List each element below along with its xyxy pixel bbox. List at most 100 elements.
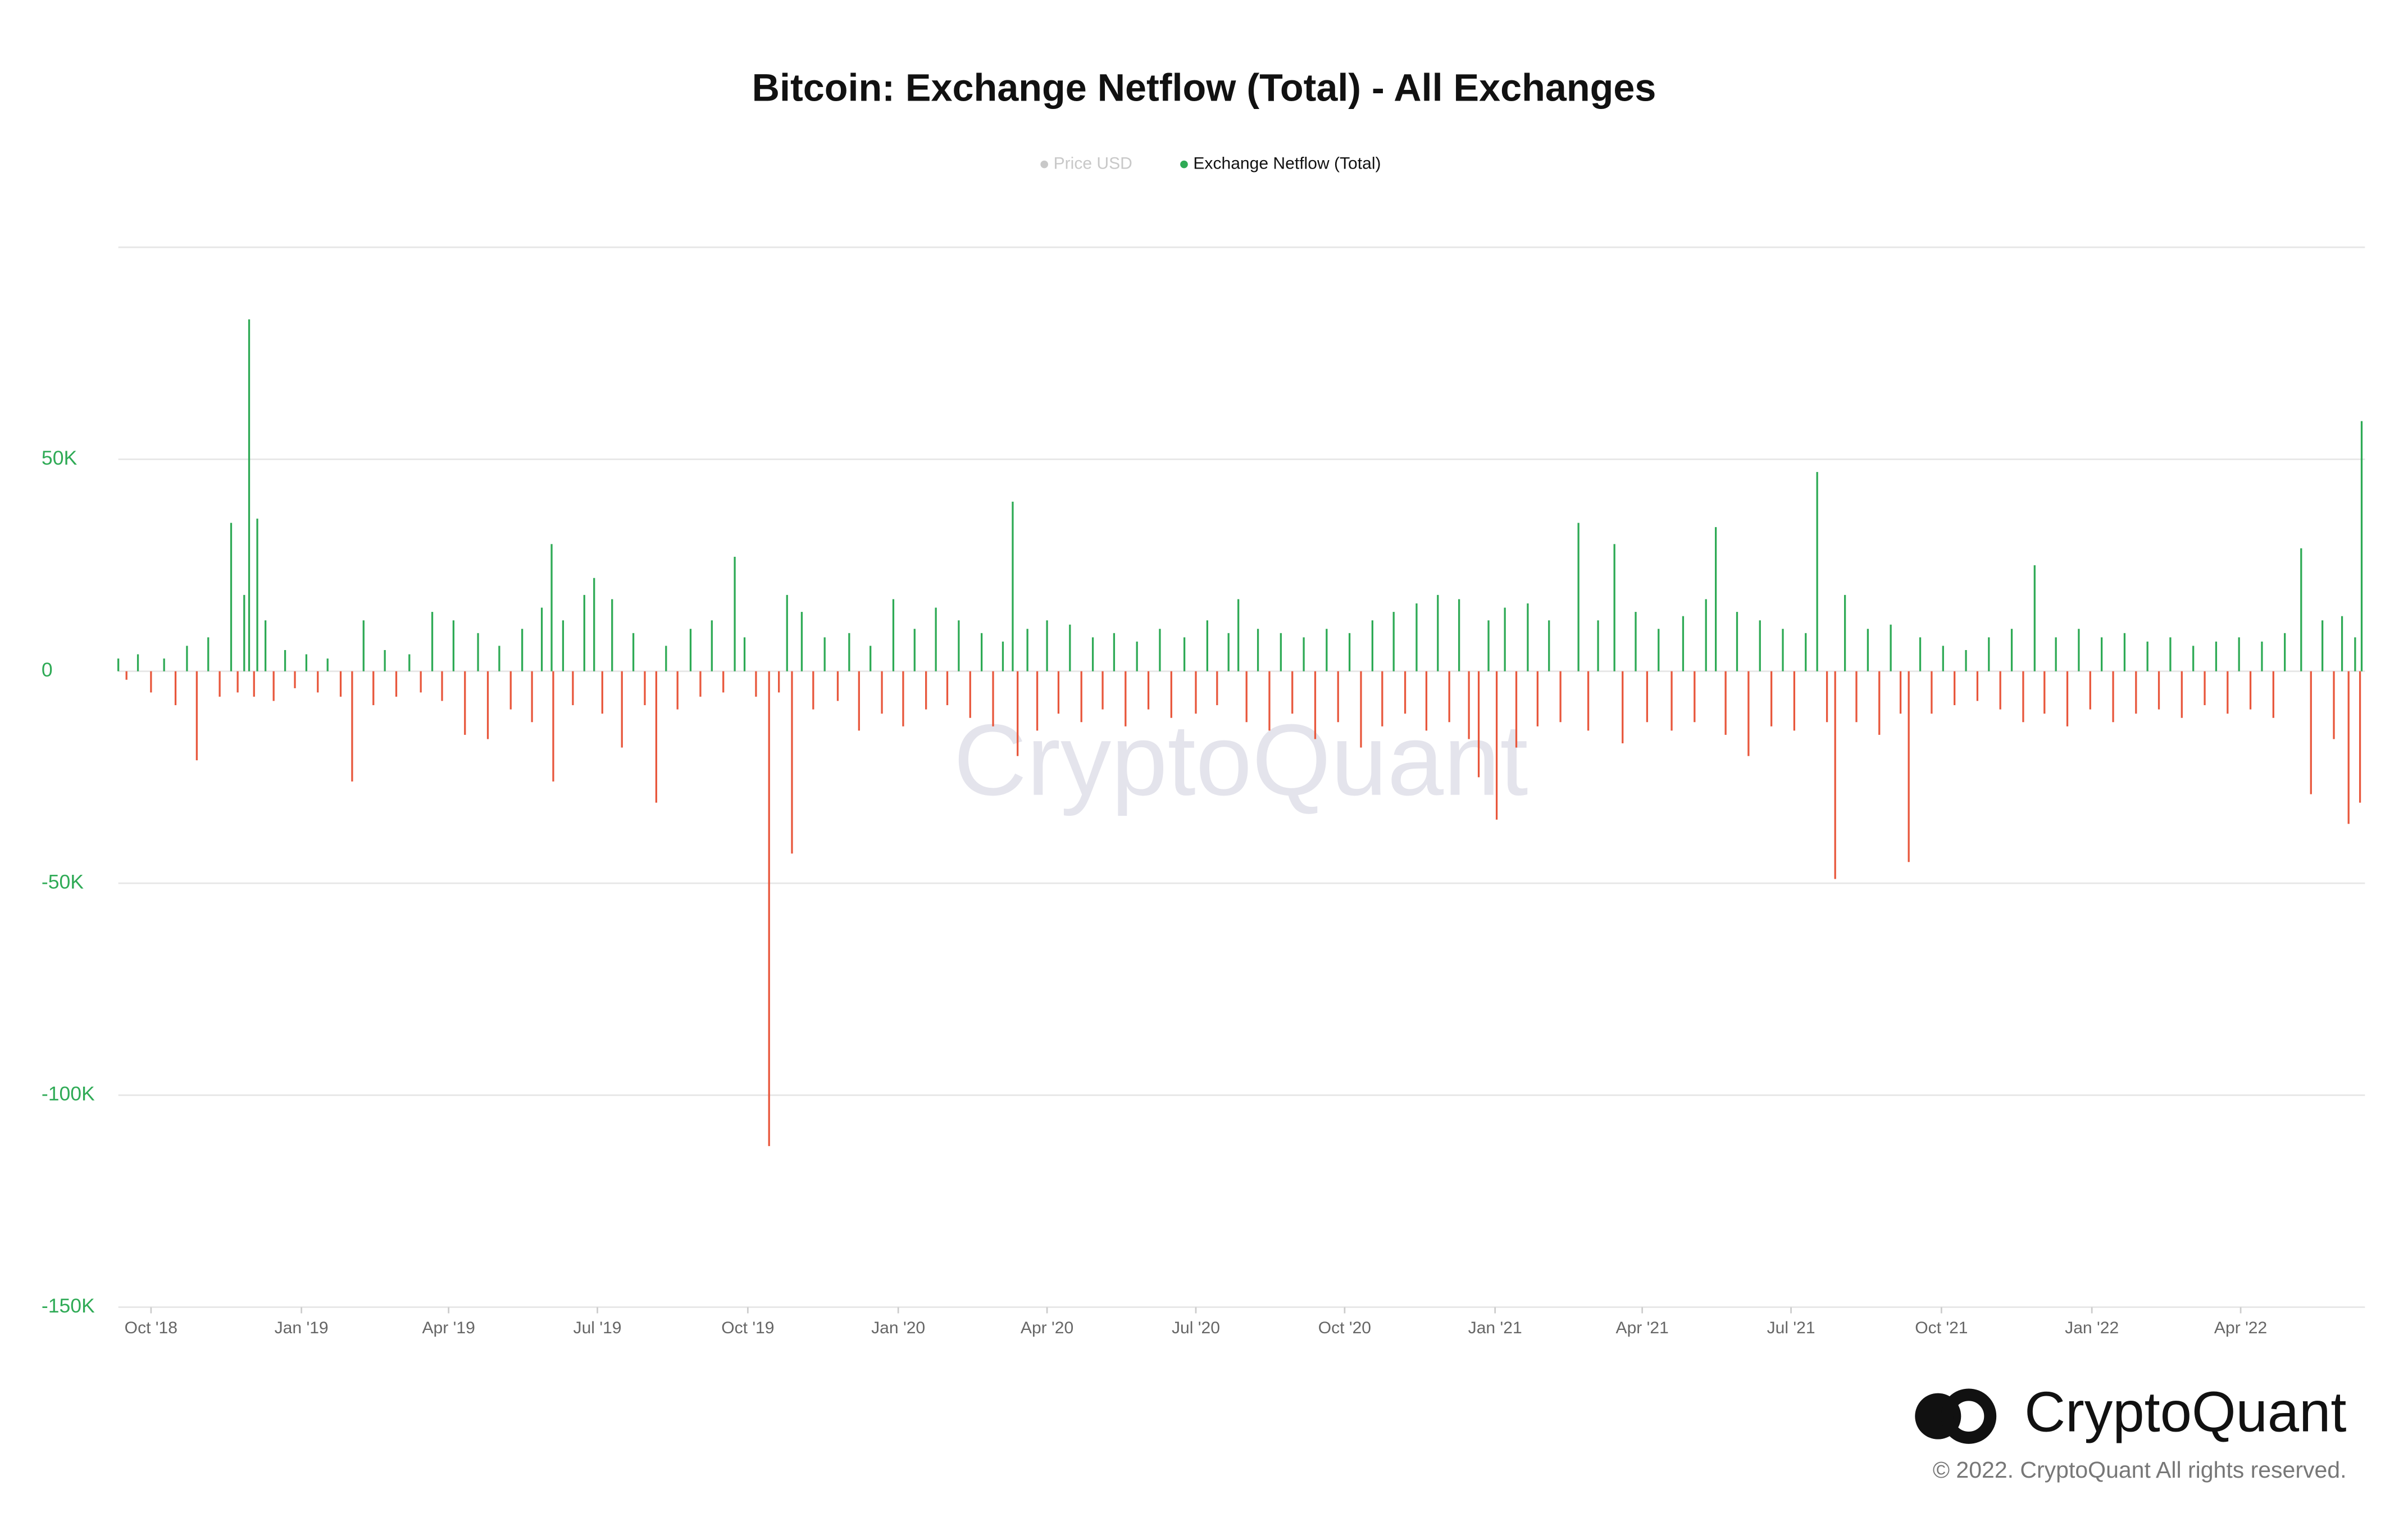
bar — [305, 654, 308, 671]
bar — [1026, 629, 1028, 671]
y-tick-label: 50K — [42, 447, 78, 469]
bar — [823, 637, 826, 671]
bar — [1548, 620, 1550, 671]
bar — [1670, 671, 1673, 731]
bar — [150, 671, 152, 693]
bar — [1069, 624, 1071, 671]
bar — [2341, 616, 2343, 671]
y-tick-label: 0 — [42, 658, 53, 681]
bar — [477, 633, 479, 671]
bar — [351, 671, 353, 782]
bar — [452, 620, 455, 671]
bar — [531, 671, 533, 723]
bar — [1291, 671, 1294, 714]
bar — [1113, 633, 1116, 671]
bar — [1036, 671, 1039, 731]
bar — [1899, 671, 1902, 714]
bar — [611, 599, 613, 671]
bar — [1559, 671, 1562, 723]
bar — [2078, 629, 2080, 671]
bar — [2215, 641, 2218, 671]
bar — [1495, 671, 1498, 820]
bar — [1170, 671, 1172, 718]
bar — [1705, 599, 1707, 671]
bar — [699, 671, 702, 697]
bar — [372, 671, 375, 706]
bar — [1487, 620, 1490, 671]
bar — [521, 629, 524, 671]
bar — [2055, 637, 2057, 671]
bar — [562, 620, 565, 671]
bar — [1536, 671, 1539, 726]
bar — [1826, 671, 1828, 723]
bar — [248, 319, 251, 671]
bar — [339, 671, 342, 697]
bar — [1371, 620, 1373, 671]
bar — [1303, 637, 1305, 671]
bar — [1816, 472, 1818, 671]
bar — [711, 620, 713, 671]
bar — [1125, 671, 1127, 726]
bar — [1622, 671, 1624, 743]
bar — [913, 629, 916, 671]
bar — [1646, 671, 1649, 723]
x-tick-label: Jul '21 — [1767, 1319, 1815, 1337]
bar — [935, 607, 937, 671]
bar — [294, 671, 296, 688]
bar — [1183, 637, 1186, 671]
bar — [2157, 671, 2160, 710]
bar — [552, 671, 554, 782]
bar — [1515, 671, 1518, 748]
bar — [441, 671, 443, 701]
plot-area: -150K -100K -50K 0 50K Oct '18 Jan '19 Apr '19 J… — [42, 319, 2365, 1337]
bar — [1782, 629, 1784, 671]
x-tick-label: Jan '19 — [275, 1319, 329, 1337]
bar — [1715, 527, 1717, 671]
bar — [2359, 671, 2361, 803]
bar — [665, 646, 667, 671]
bar — [778, 671, 780, 693]
bar — [1195, 671, 1197, 714]
bar — [2022, 671, 2024, 723]
bar — [946, 671, 949, 706]
bar — [2043, 671, 2046, 714]
bar — [1976, 671, 1979, 701]
bar — [621, 671, 623, 748]
bar — [420, 671, 422, 693]
bar — [1348, 633, 1351, 671]
bar — [264, 620, 267, 671]
y-tick-label: -50K — [42, 870, 84, 893]
bar — [136, 654, 139, 671]
x-tick-label: Jul '19 — [573, 1319, 622, 1337]
bar — [1965, 650, 1967, 671]
bar — [256, 519, 258, 671]
bar — [2354, 637, 2356, 671]
bar — [655, 671, 657, 803]
y-tick-label: -100K — [42, 1083, 95, 1105]
bar — [1159, 629, 1161, 671]
bar — [881, 671, 883, 714]
bar — [2310, 671, 2312, 794]
bar — [800, 612, 803, 671]
bar — [902, 671, 904, 726]
bar — [1415, 603, 1418, 671]
bar — [1227, 633, 1230, 671]
bar — [1080, 671, 1082, 723]
bar — [1257, 629, 1259, 671]
bar — [2181, 671, 2183, 718]
bar — [384, 650, 386, 671]
bar — [1999, 671, 2001, 710]
bar — [572, 671, 574, 706]
bar — [1206, 620, 1208, 671]
bar — [1878, 671, 1881, 735]
bar — [408, 654, 411, 671]
bar — [1392, 612, 1395, 671]
bar — [395, 671, 398, 697]
bar — [858, 671, 860, 731]
bar — [1477, 671, 1480, 778]
x-tick-label: Oct '19 — [721, 1319, 774, 1337]
bar — [125, 671, 128, 680]
bar — [2321, 620, 2324, 671]
bar — [1855, 671, 1858, 723]
x-tick-label: Jul '20 — [1172, 1319, 1220, 1337]
